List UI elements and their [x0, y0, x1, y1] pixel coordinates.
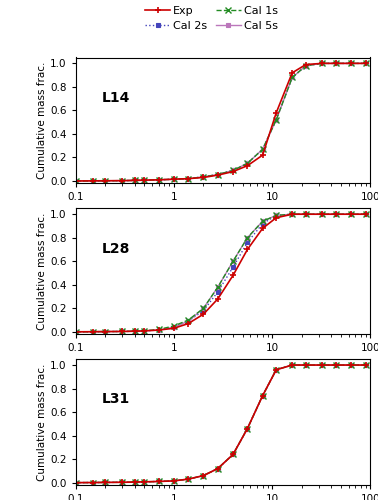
Text: L14: L14	[102, 91, 130, 105]
X-axis label: Diameter (mm): Diameter (mm)	[177, 208, 269, 221]
Y-axis label: Cumulative mass frac.: Cumulative mass frac.	[37, 62, 47, 179]
Y-axis label: Cumulative mass frac.: Cumulative mass frac.	[37, 212, 47, 330]
Legend: Exp, Cal 2s, Cal 1s, Cal 5s: Exp, Cal 2s, Cal 1s, Cal 5s	[146, 6, 278, 31]
Text: L28: L28	[102, 242, 130, 256]
Text: L31: L31	[102, 392, 130, 406]
Y-axis label: Cumulative mass frac.: Cumulative mass frac.	[37, 364, 47, 481]
X-axis label: Diameter (mm): Diameter (mm)	[177, 358, 269, 372]
